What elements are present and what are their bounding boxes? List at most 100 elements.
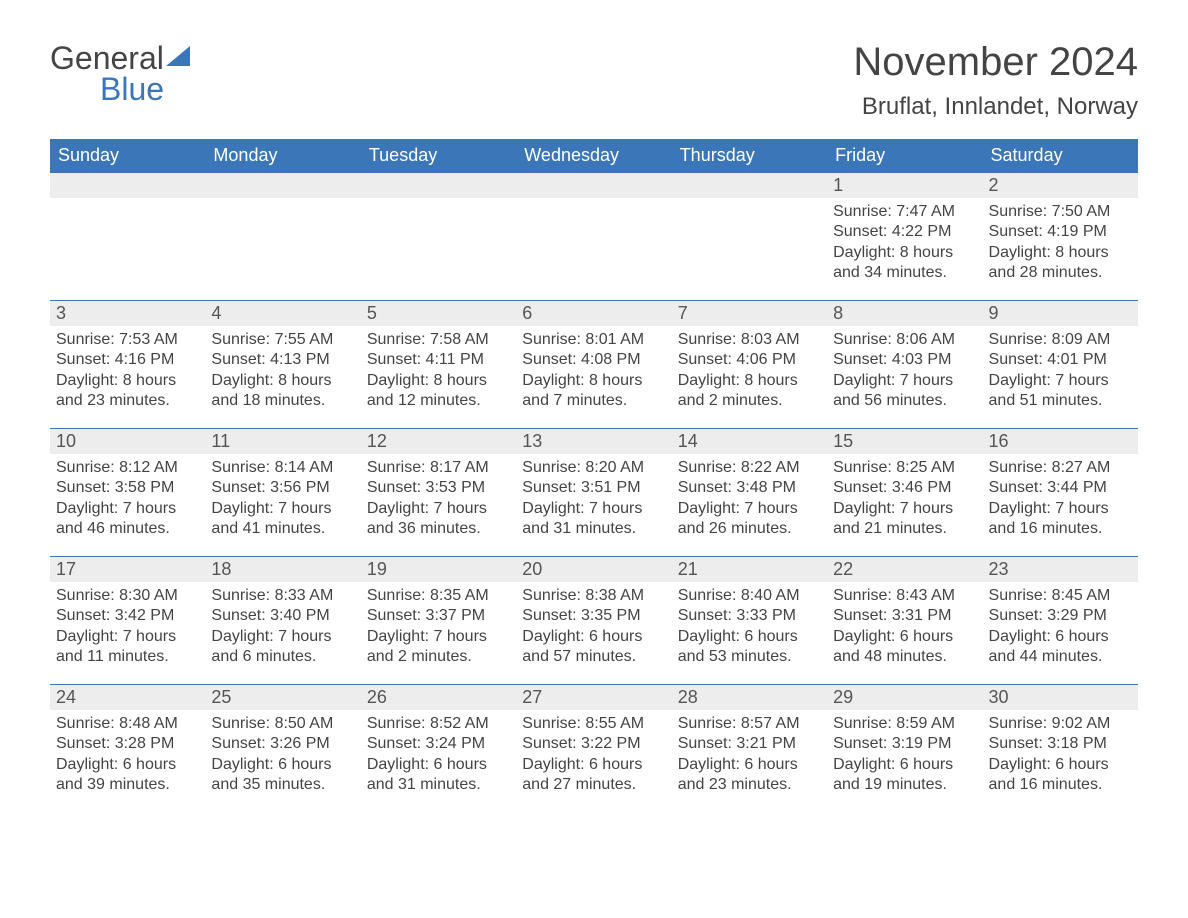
sunrise-text: Sunrise: 8:48 AM	[56, 714, 199, 734]
calendar-day-cell	[205, 172, 360, 300]
weekday-header: Wednesday	[516, 139, 671, 172]
day-number: 22	[827, 556, 982, 582]
daylight-text-line2: and 26 minutes.	[678, 519, 821, 539]
daylight-text-line1: Daylight: 6 hours	[678, 627, 821, 647]
calendar-day-cell: 1Sunrise: 7:47 AMSunset: 4:22 PMDaylight…	[827, 172, 982, 300]
empty-day-bar	[50, 172, 205, 198]
day-number: 24	[50, 684, 205, 710]
daylight-text-line2: and 21 minutes.	[833, 519, 976, 539]
day-details: Sunrise: 8:38 AMSunset: 3:35 PMDaylight:…	[516, 582, 671, 676]
day-details: Sunrise: 7:47 AMSunset: 4:22 PMDaylight:…	[827, 198, 982, 292]
daylight-text-line2: and 12 minutes.	[367, 391, 510, 411]
daylight-text-line2: and 2 minutes.	[678, 391, 821, 411]
day-details: Sunrise: 8:27 AMSunset: 3:44 PMDaylight:…	[983, 454, 1138, 548]
sunrise-text: Sunrise: 8:35 AM	[367, 586, 510, 606]
sunset-text: Sunset: 3:33 PM	[678, 606, 821, 626]
sunset-text: Sunset: 3:24 PM	[367, 734, 510, 754]
calendar-day-cell: 4Sunrise: 7:55 AMSunset: 4:13 PMDaylight…	[205, 300, 360, 428]
location-label: Bruflat, Innlandet, Norway	[853, 93, 1138, 121]
calendar-day-cell: 7Sunrise: 8:03 AMSunset: 4:06 PMDaylight…	[672, 300, 827, 428]
sunrise-text: Sunrise: 8:22 AM	[678, 458, 821, 478]
calendar-day-cell	[516, 172, 671, 300]
calendar-day-cell: 11Sunrise: 8:14 AMSunset: 3:56 PMDayligh…	[205, 428, 360, 556]
sunset-text: Sunset: 3:37 PM	[367, 606, 510, 626]
day-details: Sunrise: 8:57 AMSunset: 3:21 PMDaylight:…	[672, 710, 827, 804]
daylight-text-line1: Daylight: 8 hours	[367, 371, 510, 391]
calendar-day-cell: 13Sunrise: 8:20 AMSunset: 3:51 PMDayligh…	[516, 428, 671, 556]
calendar-day-cell: 26Sunrise: 8:52 AMSunset: 3:24 PMDayligh…	[361, 684, 516, 812]
sunrise-text: Sunrise: 8:27 AM	[989, 458, 1132, 478]
calendar-day-cell: 5Sunrise: 7:58 AMSunset: 4:11 PMDaylight…	[361, 300, 516, 428]
calendar-day-cell: 17Sunrise: 8:30 AMSunset: 3:42 PMDayligh…	[50, 556, 205, 684]
weekday-header: Friday	[827, 139, 982, 172]
sunrise-text: Sunrise: 8:03 AM	[678, 330, 821, 350]
calendar-day-cell: 20Sunrise: 8:38 AMSunset: 3:35 PMDayligh…	[516, 556, 671, 684]
daylight-text-line2: and 16 minutes.	[989, 775, 1132, 795]
empty-day-bar	[516, 172, 671, 198]
day-number: 9	[983, 300, 1138, 326]
sunset-text: Sunset: 3:31 PM	[833, 606, 976, 626]
empty-day-bar	[361, 172, 516, 198]
calendar-day-cell	[361, 172, 516, 300]
sunset-text: Sunset: 3:48 PM	[678, 478, 821, 498]
daylight-text-line1: Daylight: 7 hours	[989, 371, 1132, 391]
calendar-day-cell: 14Sunrise: 8:22 AMSunset: 3:48 PMDayligh…	[672, 428, 827, 556]
title-block: November 2024 Bruflat, Innlandet, Norway	[853, 40, 1138, 121]
sunset-text: Sunset: 3:51 PM	[522, 478, 665, 498]
calendar-day-cell: 21Sunrise: 8:40 AMSunset: 3:33 PMDayligh…	[672, 556, 827, 684]
calendar-header-row: SundayMondayTuesdayWednesdayThursdayFrid…	[50, 139, 1138, 172]
logo-text-blue: Blue	[100, 71, 194, 108]
day-number: 28	[672, 684, 827, 710]
day-number: 6	[516, 300, 671, 326]
day-details: Sunrise: 8:17 AMSunset: 3:53 PMDaylight:…	[361, 454, 516, 548]
sunrise-text: Sunrise: 8:30 AM	[56, 586, 199, 606]
day-details: Sunrise: 8:43 AMSunset: 3:31 PMDaylight:…	[827, 582, 982, 676]
daylight-text-line2: and 16 minutes.	[989, 519, 1132, 539]
sunrise-text: Sunrise: 8:55 AM	[522, 714, 665, 734]
sunset-text: Sunset: 4:19 PM	[989, 222, 1132, 242]
daylight-text-line1: Daylight: 7 hours	[367, 499, 510, 519]
day-number: 27	[516, 684, 671, 710]
calendar-day-cell: 10Sunrise: 8:12 AMSunset: 3:58 PMDayligh…	[50, 428, 205, 556]
daylight-text-line2: and 11 minutes.	[56, 647, 199, 667]
day-number: 10	[50, 428, 205, 454]
calendar-week-row: 17Sunrise: 8:30 AMSunset: 3:42 PMDayligh…	[50, 556, 1138, 684]
daylight-text-line1: Daylight: 6 hours	[989, 627, 1132, 647]
calendar-day-cell: 18Sunrise: 8:33 AMSunset: 3:40 PMDayligh…	[205, 556, 360, 684]
day-details: Sunrise: 8:03 AMSunset: 4:06 PMDaylight:…	[672, 326, 827, 420]
calendar-day-cell	[50, 172, 205, 300]
sunset-text: Sunset: 3:21 PM	[678, 734, 821, 754]
day-details: Sunrise: 7:53 AMSunset: 4:16 PMDaylight:…	[50, 326, 205, 420]
day-details: Sunrise: 8:20 AMSunset: 3:51 PMDaylight:…	[516, 454, 671, 548]
daylight-text-line1: Daylight: 7 hours	[678, 499, 821, 519]
daylight-text-line2: and 7 minutes.	[522, 391, 665, 411]
day-number: 29	[827, 684, 982, 710]
daylight-text-line1: Daylight: 6 hours	[367, 755, 510, 775]
sunset-text: Sunset: 3:35 PM	[522, 606, 665, 626]
daylight-text-line1: Daylight: 8 hours	[989, 243, 1132, 263]
daylight-text-line2: and 31 minutes.	[367, 775, 510, 795]
daylight-text-line1: Daylight: 8 hours	[522, 371, 665, 391]
daylight-text-line1: Daylight: 6 hours	[522, 755, 665, 775]
sunrise-text: Sunrise: 7:53 AM	[56, 330, 199, 350]
day-number: 3	[50, 300, 205, 326]
empty-day-bar	[672, 172, 827, 198]
daylight-text-line1: Daylight: 6 hours	[678, 755, 821, 775]
daylight-text-line2: and 35 minutes.	[211, 775, 354, 795]
day-number: 20	[516, 556, 671, 582]
day-details: Sunrise: 8:40 AMSunset: 3:33 PMDaylight:…	[672, 582, 827, 676]
daylight-text-line2: and 18 minutes.	[211, 391, 354, 411]
day-number: 7	[672, 300, 827, 326]
daylight-text-line1: Daylight: 7 hours	[56, 499, 199, 519]
daylight-text-line1: Daylight: 7 hours	[833, 371, 976, 391]
daylight-text-line2: and 23 minutes.	[678, 775, 821, 795]
calendar-day-cell: 25Sunrise: 8:50 AMSunset: 3:26 PMDayligh…	[205, 684, 360, 812]
sunrise-text: Sunrise: 8:20 AM	[522, 458, 665, 478]
daylight-text-line1: Daylight: 7 hours	[56, 627, 199, 647]
daylight-text-line1: Daylight: 7 hours	[211, 627, 354, 647]
daylight-text-line1: Daylight: 6 hours	[522, 627, 665, 647]
daylight-text-line2: and 31 minutes.	[522, 519, 665, 539]
daylight-text-line1: Daylight: 6 hours	[833, 627, 976, 647]
sunrise-text: Sunrise: 8:12 AM	[56, 458, 199, 478]
daylight-text-line1: Daylight: 6 hours	[211, 755, 354, 775]
